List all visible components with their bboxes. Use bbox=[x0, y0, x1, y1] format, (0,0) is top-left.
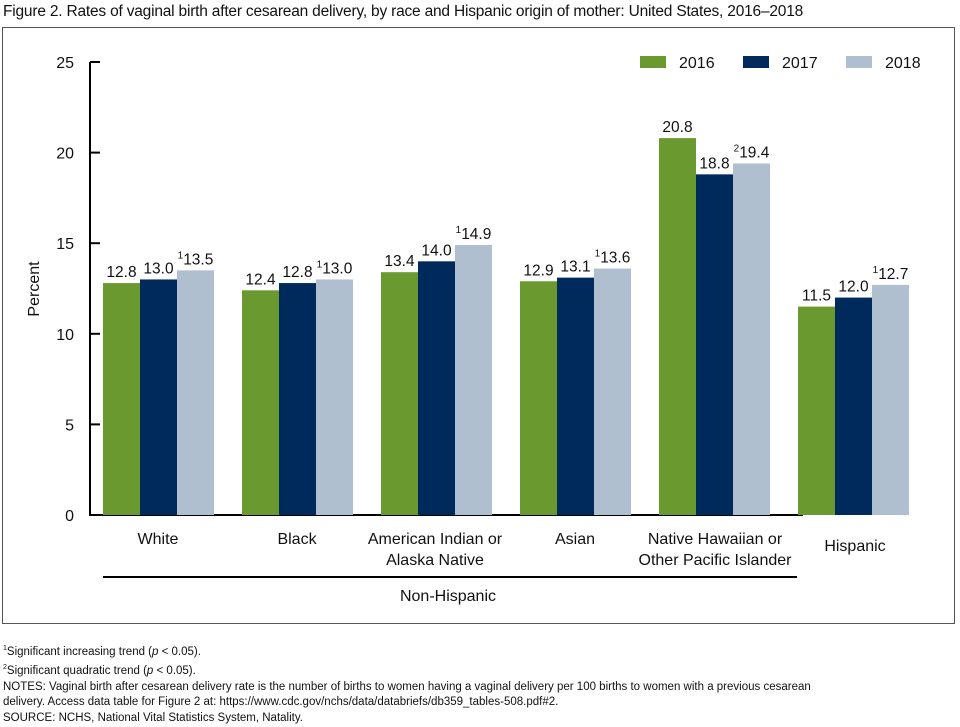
data-label: 12.0 bbox=[838, 279, 869, 296]
x-category-label: Native Hawaiian or bbox=[648, 531, 783, 548]
data-label: 13.0 bbox=[143, 260, 174, 277]
data-label: 114.9 bbox=[456, 225, 492, 243]
x-category-label: Other Pacific Islander bbox=[639, 552, 793, 569]
data-label: 18.8 bbox=[699, 155, 729, 172]
data-label: 219.4 bbox=[734, 143, 770, 161]
bar-2018 bbox=[733, 163, 770, 516]
footnote-marker: 1 bbox=[317, 259, 323, 270]
data-label: 112.7 bbox=[873, 265, 909, 283]
y-tick-label: 20 bbox=[56, 146, 74, 163]
data-label: 12.4 bbox=[245, 271, 276, 288]
footnote-2: 2Significant quadratic trend (p < 0.05). bbox=[3, 664, 196, 678]
data-value: 13.5 bbox=[183, 251, 213, 268]
y-tick-label: 25 bbox=[56, 55, 74, 72]
data-value: 19.4 bbox=[739, 144, 770, 161]
bar-2016 bbox=[659, 138, 696, 515]
bar-2016 bbox=[520, 281, 557, 515]
bar-chart: 0 5 10 15 20 25 Percent 12.8 12.4 13.4 12.9 20.8 11.… bbox=[26, 55, 921, 605]
x-category-label: Asian bbox=[555, 531, 595, 548]
data-value: 13.6 bbox=[600, 250, 630, 267]
bar-2018 bbox=[177, 270, 214, 515]
legend-swatch-2017 bbox=[743, 56, 769, 68]
data-label: 12.9 bbox=[523, 262, 553, 279]
bar-2016 bbox=[103, 283, 140, 515]
footnote-marker: 1 bbox=[456, 225, 462, 236]
bar-2018 bbox=[872, 284, 909, 515]
data-label: 11.5 bbox=[802, 288, 831, 305]
footnote-marker: 1 bbox=[873, 265, 879, 276]
footnote-1: 1Significant increasing trend (p < 0.05)… bbox=[3, 645, 201, 658]
y-tick-label: 5 bbox=[65, 417, 74, 434]
legend-swatch-2018 bbox=[846, 56, 872, 68]
data-value: 14.9 bbox=[461, 226, 491, 243]
legend-label: 2018 bbox=[885, 55, 921, 72]
bar-2017 bbox=[279, 283, 316, 515]
y-tick-label: 10 bbox=[56, 327, 74, 344]
legend-label: 2017 bbox=[782, 55, 818, 72]
notes-line-1: NOTES: Vaginal birth after cesarean deli… bbox=[3, 680, 811, 693]
data-label: 14.0 bbox=[421, 242, 452, 259]
x-category-label: American Indian or bbox=[368, 531, 503, 548]
bar-2017 bbox=[557, 277, 594, 515]
bar-2016 bbox=[798, 306, 835, 515]
data-label: 12.8 bbox=[106, 264, 136, 281]
x-category-label: Hispanic bbox=[824, 538, 885, 555]
bar-2017 bbox=[140, 279, 177, 515]
notes-line-2: delivery. Access data table for Figure 2… bbox=[3, 696, 559, 709]
chart-frame bbox=[2, 27, 955, 624]
footnotes: 1Significant increasing trend (p < 0.05)… bbox=[3, 641, 811, 727]
data-label: 13.1 bbox=[560, 259, 590, 276]
source-line: SOURCE: NCHS, National Vital Statistics … bbox=[3, 712, 303, 725]
footnote-marker: 2 bbox=[734, 143, 740, 154]
data-value: 12.7 bbox=[878, 266, 908, 283]
bar-2016 bbox=[381, 272, 418, 515]
bar-2017 bbox=[418, 261, 455, 515]
x-category-label: Alaska Native bbox=[386, 552, 484, 569]
bar-2017 bbox=[835, 297, 872, 515]
data-label: 20.8 bbox=[662, 119, 692, 136]
data-label: 113.0 bbox=[317, 259, 353, 277]
bar-2017 bbox=[696, 174, 733, 515]
data-label: 13.4 bbox=[384, 253, 415, 270]
bar-2018 bbox=[594, 268, 631, 515]
data-label: 12.8 bbox=[282, 264, 312, 281]
bar-2018 bbox=[316, 279, 353, 515]
x-category-label: Black bbox=[277, 531, 317, 548]
y-axis-title: Percent bbox=[26, 261, 43, 317]
footnote-marker: 1 bbox=[595, 249, 601, 260]
legend-label: 2016 bbox=[679, 55, 715, 72]
bar-2016 bbox=[242, 290, 279, 515]
y-tick-label: 15 bbox=[56, 236, 74, 253]
data-value: 13.0 bbox=[322, 260, 353, 277]
legend-swatch-2016 bbox=[640, 56, 666, 68]
data-label: 113.5 bbox=[178, 250, 214, 268]
y-tick-label: 0 bbox=[65, 508, 74, 525]
bar-2018 bbox=[455, 245, 492, 515]
footnote-marker: 1 bbox=[178, 250, 184, 261]
x-category-label: White bbox=[138, 531, 179, 548]
data-label: 113.6 bbox=[595, 249, 631, 267]
figure-title: Figure 2. Rates of vaginal birth after c… bbox=[3, 3, 804, 20]
group-label: Non-Hispanic bbox=[400, 588, 496, 605]
